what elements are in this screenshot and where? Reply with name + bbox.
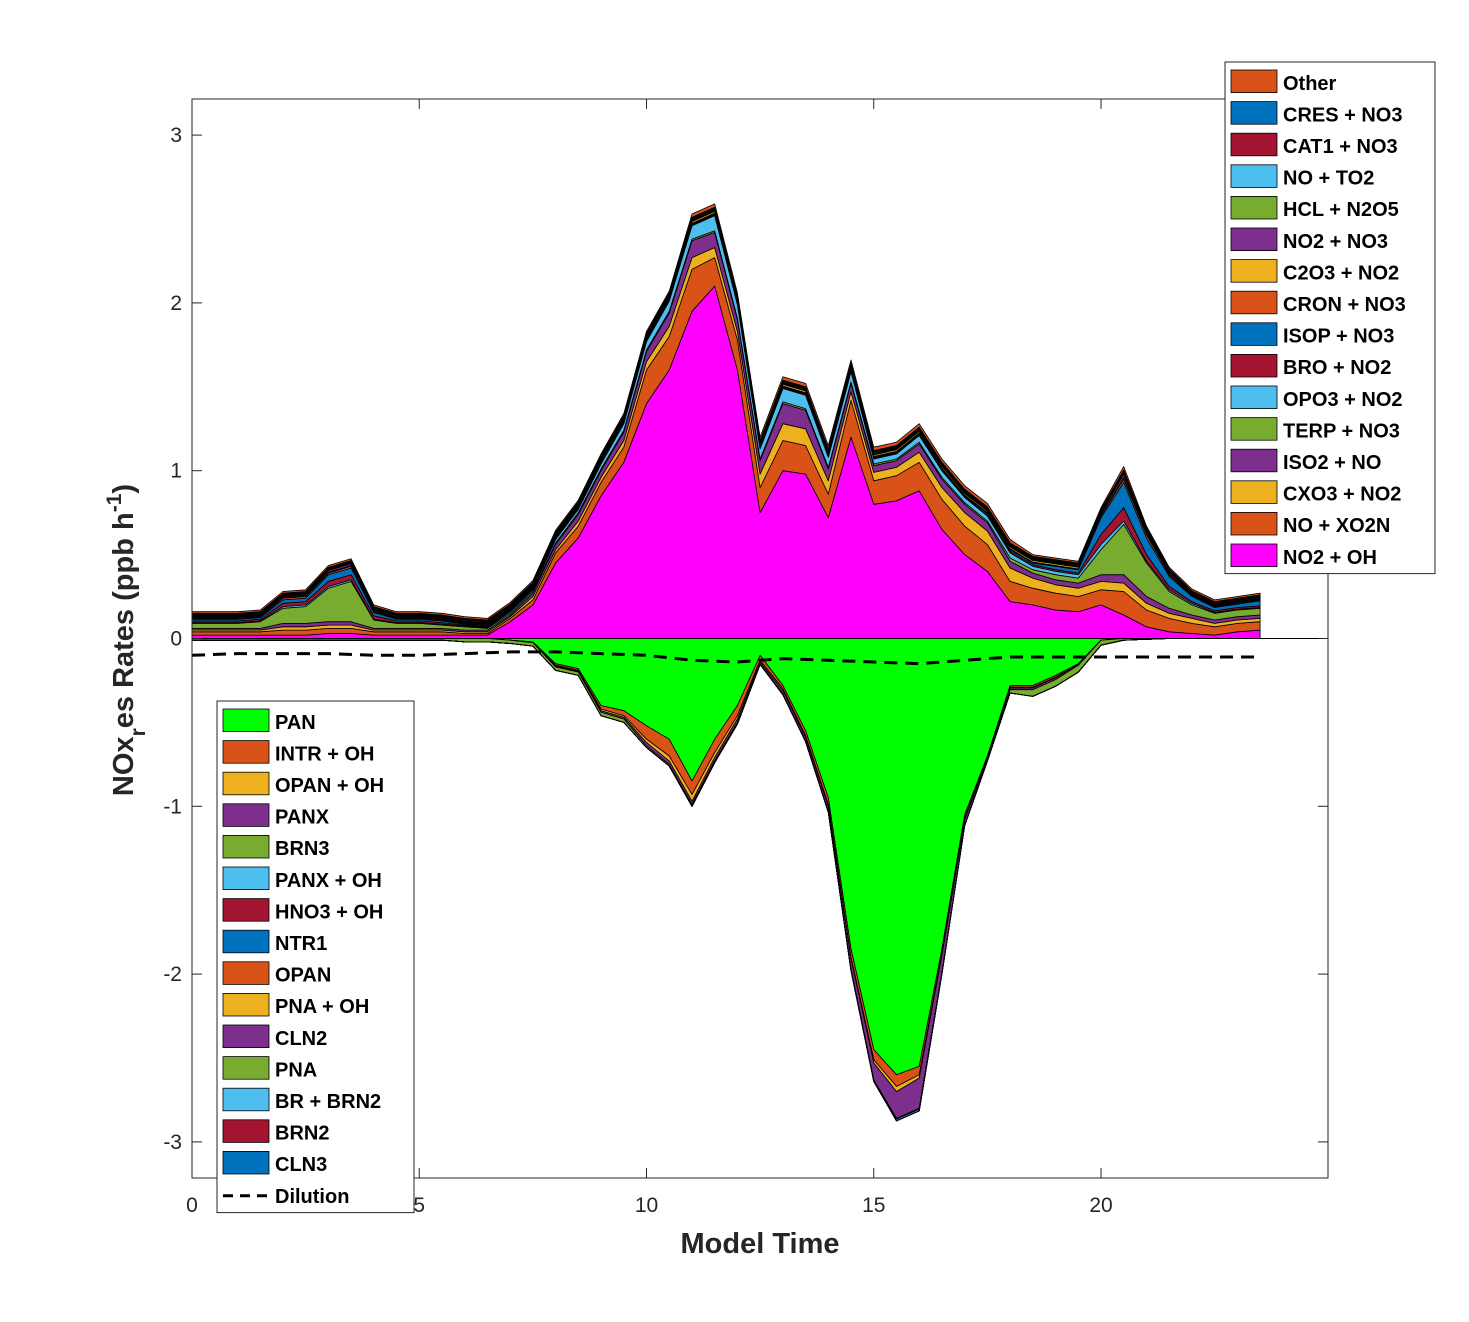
- loss-legend-swatch-opan: [222, 961, 270, 985]
- loss-legend-swatch-intr-oh: [222, 740, 270, 764]
- loss-legend-label-panx: PANX: [275, 807, 330, 829]
- production-legend-label-cat1-no3: CAT1 + NO3: [1283, 136, 1398, 158]
- production-legend-swatch-cat1-no3: [1230, 132, 1278, 157]
- loss-legend-label-ntr1: NTR1: [275, 933, 327, 955]
- loss-legend-label-brn3: BRN3: [275, 838, 329, 860]
- production-legend-label-c2o3-no2: C2O3 + NO2: [1283, 262, 1399, 284]
- production-legend-label-isop-no3: ISOP + NO3: [1283, 326, 1394, 348]
- production-legend-swatch-c2o3-no2: [1230, 259, 1278, 283]
- x-tick-label: 15: [862, 1194, 885, 1217]
- y-axis-label-main: NOx: [108, 736, 140, 796]
- production-legend-swatch-bro-no2: [1230, 353, 1278, 378]
- y-tick-label: -3: [163, 1131, 182, 1154]
- production-legend-swatch-no-xo2n: [1230, 512, 1278, 536]
- y-axis-label-rest: es Rates (ppb h: [108, 512, 140, 728]
- production-legend-swatch-isop-no3: [1230, 322, 1278, 346]
- production-legend-swatch-terp-no3: [1230, 417, 1278, 441]
- production-legend-swatch-no-to2: [1230, 164, 1278, 188]
- y-axis-label-subscript: r: [127, 728, 150, 736]
- loss-legend-swatch-pna-oh: [222, 993, 270, 1017]
- axis-ticks-group: -3 -2 -1 0 1 2 3 0 5 10 15 20: [163, 99, 1328, 1217]
- area-series-group: [191, 203, 1261, 1122]
- production-legend-swatch-other: [1230, 69, 1278, 94]
- loss-legend-swatch-cln2: [222, 1024, 270, 1049]
- y-axis-label-close: ): [108, 484, 140, 494]
- production-legend-swatch-cxo3-no2: [1230, 480, 1278, 504]
- loss-legend-label-opan: OPAN: [275, 965, 331, 987]
- production-legend-swatch-no2-no3: [1230, 227, 1278, 252]
- loss-legend-label-pna: PNA: [275, 1059, 317, 1081]
- y-tick-label: -2: [163, 963, 182, 986]
- production-legend-label-iso2-no: ISO2 + NO: [1283, 452, 1381, 474]
- loss-legend-swatch-hno3-oh: [222, 898, 270, 922]
- loss-legend-label-br-brn2: BR + BRN2: [275, 1091, 381, 1113]
- loss-legend-swatch-brn3: [222, 835, 270, 859]
- legend-loss: PAN INTR + OH OPAN + OH PANX BRN3 PANX + OH HN…: [216, 700, 415, 1214]
- loss-legend-label-dilution: Dilution: [275, 1186, 349, 1208]
- y-axis-label-superscript: -1: [103, 493, 126, 512]
- loss-legend-label-intr-oh: INTR + OH: [275, 743, 374, 765]
- production-legend-swatch-opo3-no2: [1230, 385, 1278, 410]
- loss-legend-swatch-pna: [222, 1056, 270, 1080]
- loss-legend-swatch-panx: [222, 803, 270, 827]
- loss-legend-swatch-ntr1: [222, 929, 270, 954]
- loss-legend-swatch-opan-oh: [222, 771, 270, 796]
- production-legend-label-terp-no3: TERP + NO3: [1283, 420, 1400, 442]
- legend-production: Other CRES + NO3 CAT1 + NO3 NO + TO2 HCL + N…: [1224, 61, 1436, 575]
- loss-legend-label-hno3-oh: HNO3 + OH: [275, 901, 383, 923]
- loss-legend-label-brn2: BRN2: [275, 1123, 329, 1145]
- production-legend-label-cxo3-no2: CXO3 + NO2: [1283, 484, 1401, 506]
- loss-legend-label-panx-oh: PANX + OH: [275, 870, 382, 892]
- production-legend-label-cron-no3: CRON + NO3: [1283, 294, 1406, 316]
- x-tick-label: 20: [1089, 1194, 1112, 1217]
- loss-legend-label-cln3: CLN3: [275, 1154, 327, 1176]
- loss-legend-label-pan: PAN: [275, 712, 316, 734]
- production-legend-label-no2-oh: NO2 + OH: [1283, 547, 1377, 569]
- production-legend-label-cres-no3: CRES + NO3: [1283, 104, 1402, 126]
- production-legend-swatch-cron-no3: [1230, 290, 1278, 315]
- production-area-other: [191, 203, 1261, 621]
- loss-legend-label-opan-oh: OPAN + OH: [275, 775, 384, 797]
- y-tick-label: -1: [163, 795, 182, 818]
- production-legend-label-bro-no2: BRO + NO2: [1283, 357, 1391, 379]
- loss-legend-swatch-brn2: [222, 1119, 270, 1143]
- y-tick-label: 2: [170, 292, 182, 315]
- production-legend-swatch-no2-oh: [1230, 543, 1278, 568]
- production-legend-label-no-xo2n: NO + XO2N: [1283, 515, 1390, 537]
- dilution-line: [191, 650, 1261, 666]
- loss-legend-swatch-cln3: [222, 1151, 270, 1175]
- loss-legend-swatch-pan: [222, 708, 270, 733]
- production-legend-label-no2-no3: NO2 + NO3: [1283, 231, 1388, 253]
- production-legend-swatch-iso2-no: [1230, 448, 1278, 473]
- y-tick-label: 1: [170, 460, 182, 483]
- x-tick-label: 5: [413, 1194, 425, 1217]
- loss-legend-label-pna-oh: PNA + OH: [275, 996, 369, 1018]
- production-legend-label-hcl-n2o5: HCL + N2O5: [1283, 199, 1399, 221]
- y-tick-label: 0: [170, 628, 182, 651]
- loss-legend-swatch-br-brn2: [222, 1087, 270, 1112]
- x-tick-label: 0: [186, 1194, 198, 1217]
- production-legend-label-opo3-no2: OPO3 + NO2: [1283, 389, 1403, 411]
- y-tick-label: 3: [170, 124, 182, 147]
- loss-legend-swatch-panx-oh: [222, 866, 270, 891]
- loss-legend-label-cln2: CLN2: [275, 1028, 327, 1050]
- x-tick-label: 10: [635, 1194, 658, 1217]
- production-legend-swatch-cres-no3: [1230, 101, 1278, 125]
- production-legend-label-other: Other: [1283, 73, 1337, 95]
- production-legend-swatch-hcl-n2o5: [1230, 195, 1278, 220]
- y-axis-label: NOxres Rates (ppb h-1): [103, 484, 150, 796]
- production-legend-label-no-to2: NO + TO2: [1283, 168, 1374, 190]
- x-axis-label: Model Time: [681, 1228, 840, 1260]
